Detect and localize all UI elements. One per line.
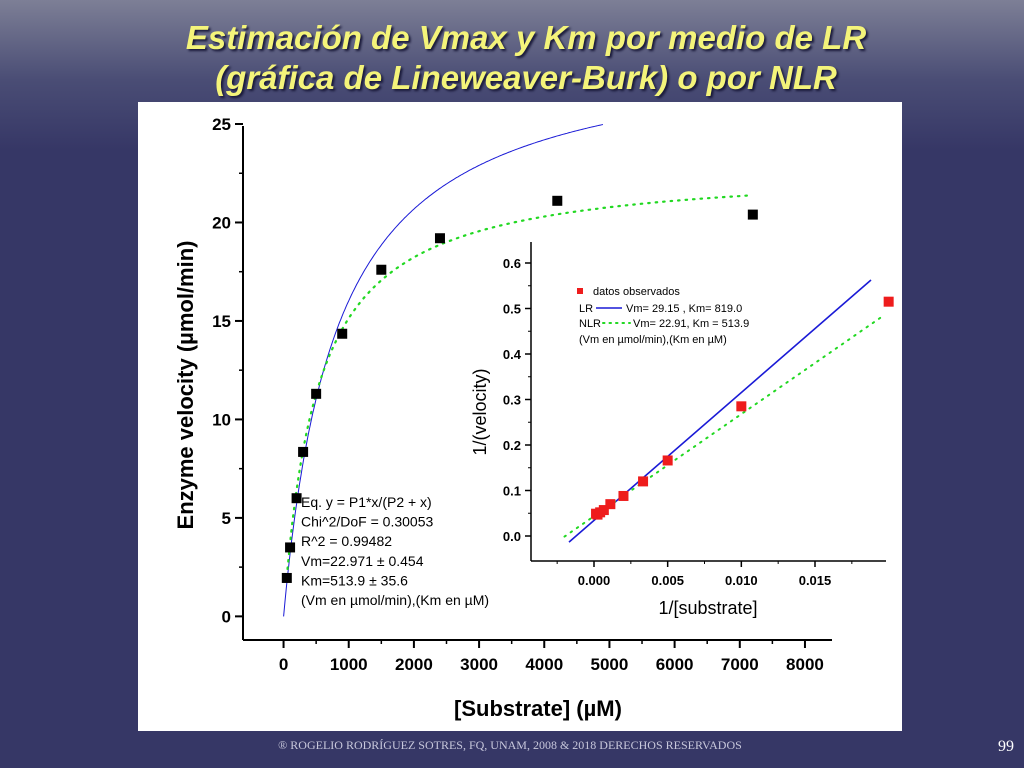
main-x-tick-label: 2000 (395, 655, 433, 674)
main-fit-annotation-line: R^2 = 0.99482 (301, 533, 392, 549)
main-data-point (291, 493, 302, 504)
main-fit-curve-lr (283, 124, 604, 617)
inset-y-tick-label: 0.0 (503, 529, 521, 544)
main-y-tick-label: 20 (212, 213, 231, 232)
main-data-point (281, 572, 292, 583)
inset-data-point (598, 505, 609, 516)
inset-x-tick-label: 0.000 (578, 573, 611, 588)
main-fit-curve-nlr (285, 194, 754, 578)
title-line-1: Estimación de Vmax y Km por medio de LR (185, 19, 867, 56)
main-fit-annotation-line: Eq. y = P1*x/(P2 + x) (301, 494, 432, 510)
inset-data-point (618, 490, 629, 501)
inset-x-tick-label: 0.005 (651, 573, 684, 588)
inset-data-point (662, 455, 673, 466)
main-x-tick-label: 4000 (525, 655, 563, 674)
inset-y-tick-label: 0.6 (503, 256, 521, 271)
legend-text-lr: Vm= 29.15 , Km= 819.0 (626, 303, 742, 315)
inset-data-point (605, 499, 616, 510)
main-x-tick-label: 0 (279, 655, 288, 674)
main-fit-annotation-line: Chi^2/DoF = 0.30053 (301, 514, 433, 530)
main-x-tick-label: 3000 (460, 655, 498, 674)
legend-label-lr: LR (579, 303, 593, 315)
main-data-point (285, 542, 296, 553)
main-data-point (747, 209, 758, 220)
inset-x-axis-label: 1/[substrate] (658, 598, 757, 618)
main-x-tick-label: 7000 (721, 655, 759, 674)
main-y-axis-label: Enzyme velocity (µmol/min) (173, 241, 198, 530)
inset-y-axis-label: 1/(velocity) (470, 368, 490, 455)
legend-text-datos: datos observados (593, 286, 680, 298)
main-x-tick-label: 6000 (656, 655, 694, 674)
title-line-2: (gráfica de Lineweaver-Burk) o por NLR (215, 59, 837, 96)
main-data-point (337, 328, 348, 339)
inset-data-point (883, 296, 894, 307)
legend-units-note: (Vm en µmol/min),(Km en µM) (579, 334, 727, 346)
main-x-tick-label: 5000 (591, 655, 629, 674)
main-data-point (376, 264, 387, 275)
footer-copyright: ® ROGELIO RODRÍGUEZ SOTRES, FQ, UNAM, 20… (278, 738, 742, 752)
main-data-point (311, 388, 322, 399)
main-fit-annotation-line: Km=513.9 ± 35.6 (301, 572, 408, 588)
inset-y-tick-label: 0.5 (503, 302, 521, 317)
legend-marker-datos (577, 288, 583, 294)
legend-label-nlr: NLR (579, 318, 601, 330)
main-data-point (298, 446, 309, 457)
main-data-point (552, 195, 563, 206)
main-y-tick-label: 0 (222, 607, 231, 626)
main-y-tick-label: 25 (212, 115, 231, 134)
inset-fit-line-nlr (563, 314, 886, 538)
main-y-tick-label: 5 (222, 509, 231, 528)
chart-panel: 0 5 10 15 20 25 0 1000 2000 3000 4000 5000 6000 7000 8… (138, 102, 902, 731)
inset-y-tick-label: 0.1 (503, 484, 521, 499)
main-y-tick-label: 10 (212, 410, 231, 429)
inset-data-point (736, 401, 747, 412)
inset-data-point (638, 476, 649, 487)
page-number: 99 (998, 738, 1014, 755)
inset-y-tick-label: 0.2 (503, 438, 521, 453)
inset-x-tick-label: 0.010 (725, 573, 758, 588)
main-x-tick-label: 1000 (330, 655, 368, 674)
main-fit-annotation-line: (Vm en µmol/min),(Km en µM) (301, 592, 489, 608)
chart-svg: 0 5 10 15 20 25 0 1000 2000 3000 4000 5000 6000 7000 8… (173, 115, 894, 721)
main-y-tick-label: 15 (212, 312, 231, 331)
inset-y-tick-label: 0.4 (503, 347, 522, 362)
main-x-axis-label: [Substrate] (µM) (454, 696, 622, 721)
main-fit-annotation-line: Vm=22.971 ± 0.454 (301, 553, 424, 569)
slide-title: Estimación de Vmax y Km por medio de LR … (0, 18, 1024, 98)
main-data-point (434, 233, 445, 244)
legend-text-nlr: Vm= 22.91, Km = 513.9 (633, 318, 749, 330)
inset-x-tick-label: 0.015 (799, 573, 832, 588)
main-x-tick-label: 8000 (786, 655, 824, 674)
inset-y-tick-label: 0.3 (503, 393, 521, 408)
